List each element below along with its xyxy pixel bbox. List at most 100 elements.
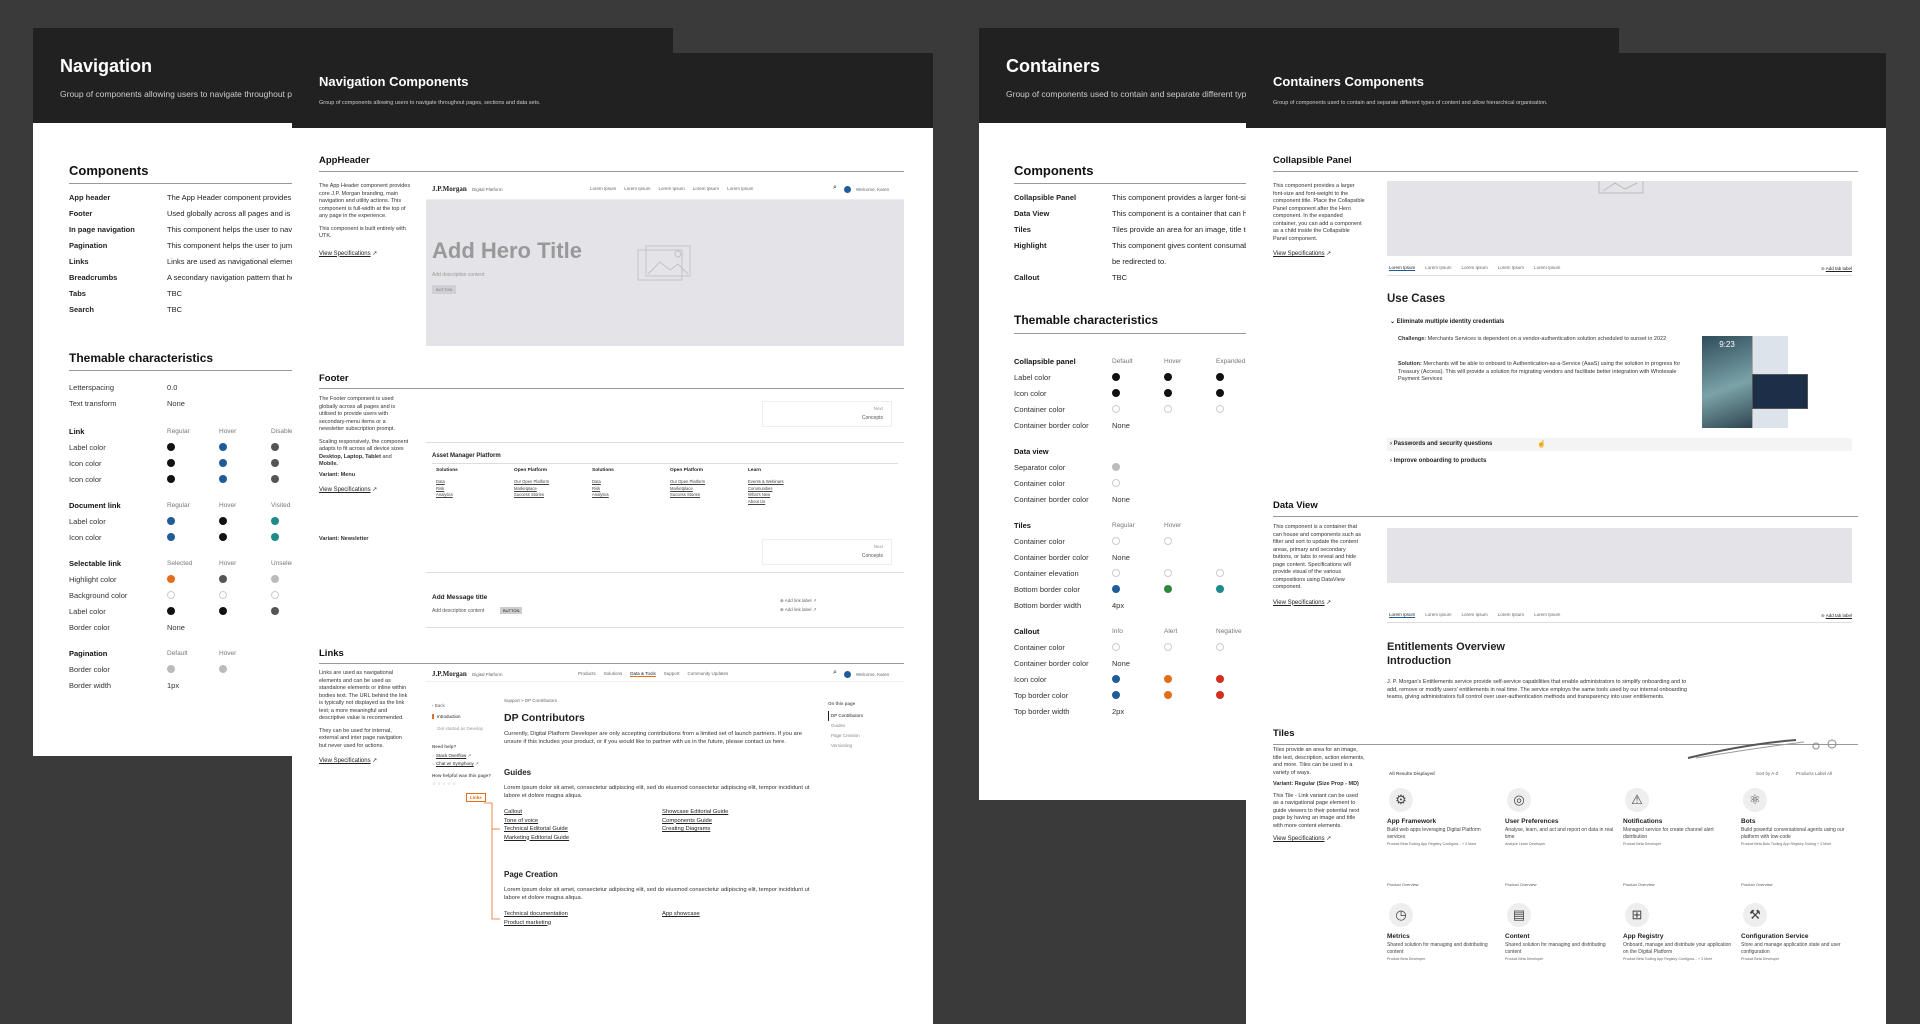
links-spec-link[interactable]: View Specifications: [319, 758, 371, 764]
help-link-1[interactable]: ◌ Stack Overflow ↗: [432, 753, 472, 758]
menu-item[interactable]: Lorem Ipsum: [658, 186, 685, 191]
search-icon[interactable]: ⌕: [833, 184, 837, 191]
text-link[interactable]: Callout: [504, 809, 523, 815]
dataview-heading: Data View: [1273, 500, 1318, 511]
accordion-item-2[interactable]: › Passwords and security questions ☝: [1387, 438, 1852, 451]
menu-item[interactable]: Lorem Ipsum: [1497, 612, 1525, 617]
menu-item[interactable]: Lorem Ipsum: [1534, 612, 1561, 617]
footer-col-link[interactable]: Data: [592, 479, 601, 484]
tile-link[interactable]: Product Overview: [1623, 882, 1655, 887]
footer-col-link[interactable]: Risk: [592, 485, 601, 491]
footer-col-link[interactable]: Events & Webinars: [748, 479, 784, 484]
tile-icon: ◎: [1507, 788, 1531, 812]
menu-item[interactable]: Lorem Ipsum: [1497, 265, 1525, 270]
accordion-item-3[interactable]: › Improve onboarding to products: [1390, 458, 1486, 464]
add-tab[interactable]: ⊕ Add tab label: [1820, 613, 1852, 618]
on-page-item[interactable]: DP Contributors: [828, 711, 863, 721]
footer-col-link[interactable]: Analytics: [592, 492, 609, 497]
menu-item[interactable]: Community Updates: [687, 671, 729, 676]
on-page-item[interactable]: Versioning: [831, 743, 853, 748]
footer-col-link[interactable]: Risk: [436, 485, 445, 491]
tile[interactable]: ⚒ Configuration Service Store and manage a…: [1741, 903, 1853, 1011]
tile[interactable]: ⊞ App Registry Onboard, manage and distrib…: [1623, 903, 1735, 1011]
text-link[interactable]: Tone of voice: [504, 817, 539, 824]
collapsible-heading: Collapsible Panel: [1273, 155, 1352, 166]
text-link[interactable]: Marketing Editorial Guide: [504, 834, 570, 841]
footer-col-link[interactable]: Marketplace: [514, 485, 537, 491]
tile[interactable]: ⚙ App Framework Build web apps leveraging …: [1387, 788, 1499, 896]
help-link-2[interactable]: ◌ Chat w/ Symphony ↗: [432, 761, 479, 766]
left-nav-intro[interactable]: Introduction: [432, 714, 461, 719]
tile-icon: ⚛: [1743, 788, 1767, 812]
tile[interactable]: ⚠ Notifications Managed service for create…: [1623, 788, 1735, 896]
tile[interactable]: ▤ Content Shared solution for managing and…: [1505, 903, 1617, 1011]
menu-item[interactable]: Lorem Ipsum: [727, 186, 754, 191]
footer-col-link[interactable]: Analytics: [436, 492, 453, 497]
menu-item[interactable]: Lorem Ipsum: [1389, 612, 1416, 618]
tile-link[interactable]: Product Overview: [1741, 882, 1773, 887]
on-page-item[interactable]: Guides: [831, 723, 846, 728]
tile-link[interactable]: Product Overview: [1387, 882, 1419, 887]
next-card[interactable]: Next Concepts: [762, 539, 892, 565]
breadcrumb[interactable]: Support > DP Contributors: [504, 698, 557, 703]
footer-col-link[interactable]: Communities: [748, 485, 773, 491]
menu-item[interactable]: Solutions: [603, 671, 623, 676]
menu-item[interactable]: Support: [663, 671, 680, 676]
tile[interactable]: ◎ User Preferences Analyse, learn, and act…: [1505, 788, 1617, 896]
rating-stars[interactable]: ☆☆☆☆☆: [432, 781, 458, 786]
dataview-spec-link[interactable]: View Specifications: [1273, 599, 1325, 606]
user-welcome[interactable]: Welcome, Karen: [856, 672, 890, 677]
menu-item[interactable]: Lorem Ipsum: [624, 186, 651, 191]
back-link[interactable]: ‹ Back: [432, 703, 445, 708]
tiles-spec-link[interactable]: View Specifications: [1273, 836, 1325, 842]
navc-title: Navigation Components: [319, 74, 469, 89]
on-page-item[interactable]: Page Creation: [831, 733, 860, 738]
text-link[interactable]: Components Guide: [662, 817, 712, 824]
text-link[interactable]: Technical documentation: [504, 911, 568, 917]
footer-col-link[interactable]: Our Open Platform: [514, 479, 550, 484]
text-link[interactable]: Showcase Editorial Guide: [662, 809, 729, 815]
footer-spec-link[interactable]: View Specifications: [319, 487, 371, 493]
tile[interactable]: ⚛ Bots Build powerful conversational agent…: [1741, 788, 1853, 896]
appheader-spec-link[interactable]: View Specifications: [319, 250, 371, 257]
search-icon[interactable]: ⌕: [833, 669, 837, 676]
next-card[interactable]: Next Concepts: [762, 401, 892, 427]
add-link-1[interactable]: ⊕ Add link label ↗: [780, 598, 817, 603]
menu-item[interactable]: Products: [578, 671, 596, 676]
hero-button[interactable]: BUTTON: [432, 285, 457, 294]
add-tab[interactable]: ⊕ Add tab label: [1820, 266, 1852, 271]
user-welcome[interactable]: Welcome, Karen: [856, 187, 890, 192]
footer-col-link[interactable]: Success Stories: [514, 492, 545, 497]
menu-item[interactable]: Lorem Ipsum: [1389, 265, 1416, 271]
footer-col-link[interactable]: Data: [436, 479, 445, 484]
menu-item[interactable]: Lorem Ipsum: [692, 186, 720, 191]
menu-item[interactable]: Lorem Ipsum: [590, 186, 617, 191]
text-link[interactable]: App showcase: [662, 911, 700, 917]
left-nav-start[interactable]: Get started as Develop: [437, 726, 484, 731]
swatch: [219, 575, 227, 583]
menu-item[interactable]: Lorem Ipsum: [1534, 265, 1561, 270]
accordion-item-1[interactable]: ⌄ Eliminate multiple identity credential…: [1390, 318, 1504, 325]
footer-col-link[interactable]: Success Stories: [670, 492, 701, 497]
text-link[interactable]: Technical Editorial Guide: [504, 826, 568, 832]
menu-item[interactable]: Data & Tools: [630, 671, 656, 677]
text-link[interactable]: Product marketing: [504, 919, 552, 926]
collapsible-spec-link[interactable]: View Specifications: [1273, 251, 1325, 257]
menu-item[interactable]: Lorem Ipsum: [1461, 612, 1488, 617]
menu-item[interactable]: Lorem Ipsum: [1461, 265, 1488, 270]
add-link-2[interactable]: ⊕ Add link label ↗: [780, 607, 817, 612]
swatch: [219, 607, 227, 615]
filter-dropdown[interactable]: Products Label All: [1796, 771, 1833, 776]
menu-item[interactable]: Lorem Ipsum: [1425, 612, 1452, 617]
text-link[interactable]: Creating Diagrams: [662, 826, 711, 832]
tile-link[interactable]: Product Overview: [1505, 882, 1537, 887]
menu-item[interactable]: Lorem Ipsum: [1425, 265, 1452, 270]
footer-col-link[interactable]: About Us: [748, 498, 766, 504]
sort-dropdown[interactable]: Sort by A-Z: [1756, 771, 1779, 776]
message-button[interactable]: BUTTON: [500, 607, 523, 614]
footer-col-link[interactable]: Marketplace: [670, 485, 693, 491]
col-label: Regular: [167, 501, 190, 509]
tile[interactable]: ◷ Metrics Shared solution for managing and…: [1387, 903, 1499, 1011]
footer-col-link[interactable]: Our Open Platform: [670, 479, 706, 484]
footer-col-link[interactable]: What's New: [748, 492, 771, 497]
